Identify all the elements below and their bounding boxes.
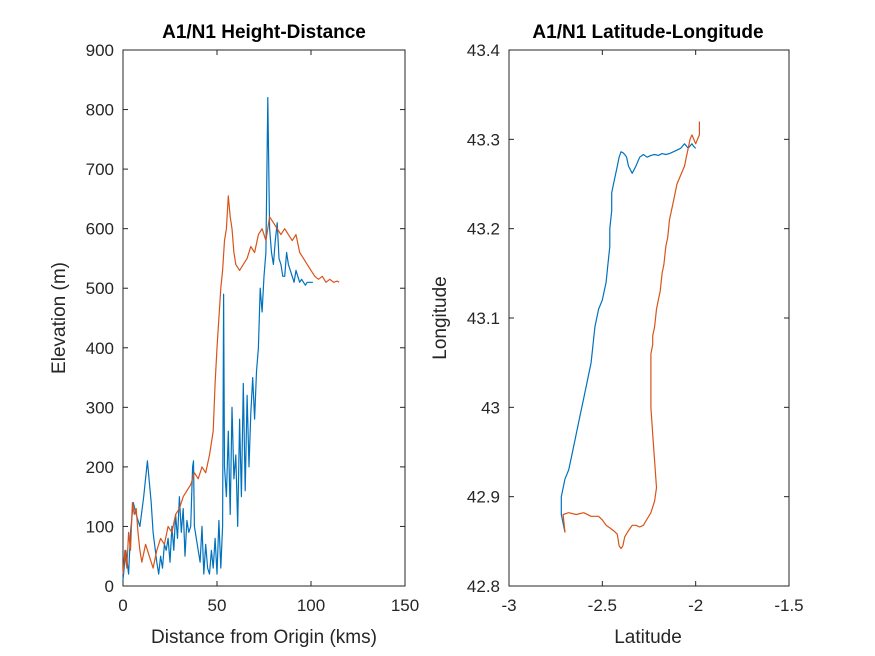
left-y-tick-label: 200: [86, 458, 114, 477]
left-x-tick-label: 150: [391, 596, 419, 615]
right-axes-latitude-longitude: A1/N1 Latitude-Longitude Latitude Longit…: [430, 22, 804, 648]
left-axes-box: [122, 49, 406, 587]
right-y-tick-label: 43: [481, 398, 500, 417]
left-x-tick-label: 100: [297, 596, 325, 615]
left-y-axis-label: Elevation (m): [49, 262, 70, 374]
left-y-tick-label: 600: [86, 220, 114, 239]
left-chart-title: A1/N1 Height-Distance: [162, 22, 366, 43]
right-y-tick-label: 42.9: [467, 488, 500, 507]
right-y-tick-label: 43.1: [467, 309, 500, 328]
left-y-tick-label: 800: [86, 101, 114, 120]
left-y-tick-label: 0: [105, 577, 114, 596]
right-x-tick-label: -2.5: [588, 596, 617, 615]
left-axes-height-distance: A1/N1 Height-Distance Distance from Orig…: [49, 22, 419, 648]
left-y-tick-label: 900: [86, 41, 114, 60]
right-chart-title: A1/N1 Latitude-Longitude: [532, 22, 763, 43]
left-x-tick-label: 50: [208, 596, 227, 615]
right-series-line-blue: [560, 143, 697, 533]
left-y-tick-label: 500: [86, 279, 114, 298]
left-series-line-orange: [122, 195, 340, 575]
left-x-axis-label: Distance from Origin (kms): [151, 627, 377, 648]
right-y-tick-label: 43.2: [467, 220, 500, 239]
left-y-tick-label: 700: [86, 160, 114, 179]
right-y-axis-label: Longitude: [430, 276, 451, 359]
right-x-tick-label: -3: [501, 596, 516, 615]
right-y-tick-label: 43.3: [467, 130, 500, 149]
left-y-tick-label: 300: [86, 398, 114, 417]
left-y-tick-label: 100: [86, 517, 114, 536]
right-x-axis-label: Latitude: [614, 627, 682, 648]
right-y-tick-label: 43.4: [467, 41, 500, 60]
right-series-line-orange: [562, 121, 701, 550]
right-x-tick-label: -2: [688, 596, 703, 615]
right-x-tick-label: -1.5: [774, 596, 803, 615]
left-x-tick-label: 0: [118, 596, 127, 615]
left-y-tick-label: 400: [86, 339, 114, 358]
left-series-line-blue: [122, 96, 313, 581]
right-y-tick-label: 42.8: [467, 577, 500, 596]
